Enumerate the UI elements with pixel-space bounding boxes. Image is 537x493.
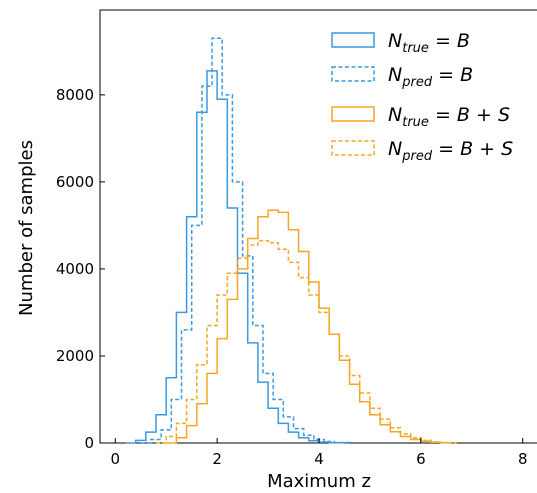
legend-swatch-1 — [331, 32, 375, 48]
legend-label-3: Ntrue = B + S — [388, 104, 510, 130]
x-axis-label: Maximum z — [267, 471, 371, 492]
legend-label-4: Npred = B + S — [388, 138, 513, 164]
y-tick-label: 0 — [84, 434, 94, 452]
legend-label-1: Ntrue = B — [388, 30, 470, 56]
legend-swatch-2 — [331, 66, 375, 82]
y-tick-label: 8000 — [56, 86, 94, 104]
series-line-4 — [156, 239, 458, 444]
series-line-1 — [125, 70, 346, 444]
y-tick-label: 2000 — [56, 347, 94, 365]
legend-label-2: Npred = B — [388, 64, 473, 90]
legend: Ntrue = B Npred = B Ntrue = B + S Npred = B… — [331, 30, 513, 164]
y-tick-label: 4000 — [56, 260, 94, 278]
x-tick-label: 2 — [212, 450, 222, 468]
series-line-3 — [166, 209, 453, 444]
ticks-layer: 0 2 4 6 8 0 2000 4000 6000 8000 — [56, 86, 528, 468]
x-tick-label: 0 — [111, 450, 121, 468]
legend-swatch-3 — [331, 106, 375, 122]
x-tick-label: 4 — [314, 450, 324, 468]
y-axis-label: Number of samples — [16, 140, 37, 316]
series-layer — [125, 37, 458, 444]
series-line-2 — [140, 37, 351, 444]
legend-swatch-4 — [331, 140, 375, 156]
y-tick-label: 6000 — [56, 173, 94, 191]
x-tick-label: 8 — [518, 450, 528, 468]
x-tick-label: 6 — [416, 450, 426, 468]
